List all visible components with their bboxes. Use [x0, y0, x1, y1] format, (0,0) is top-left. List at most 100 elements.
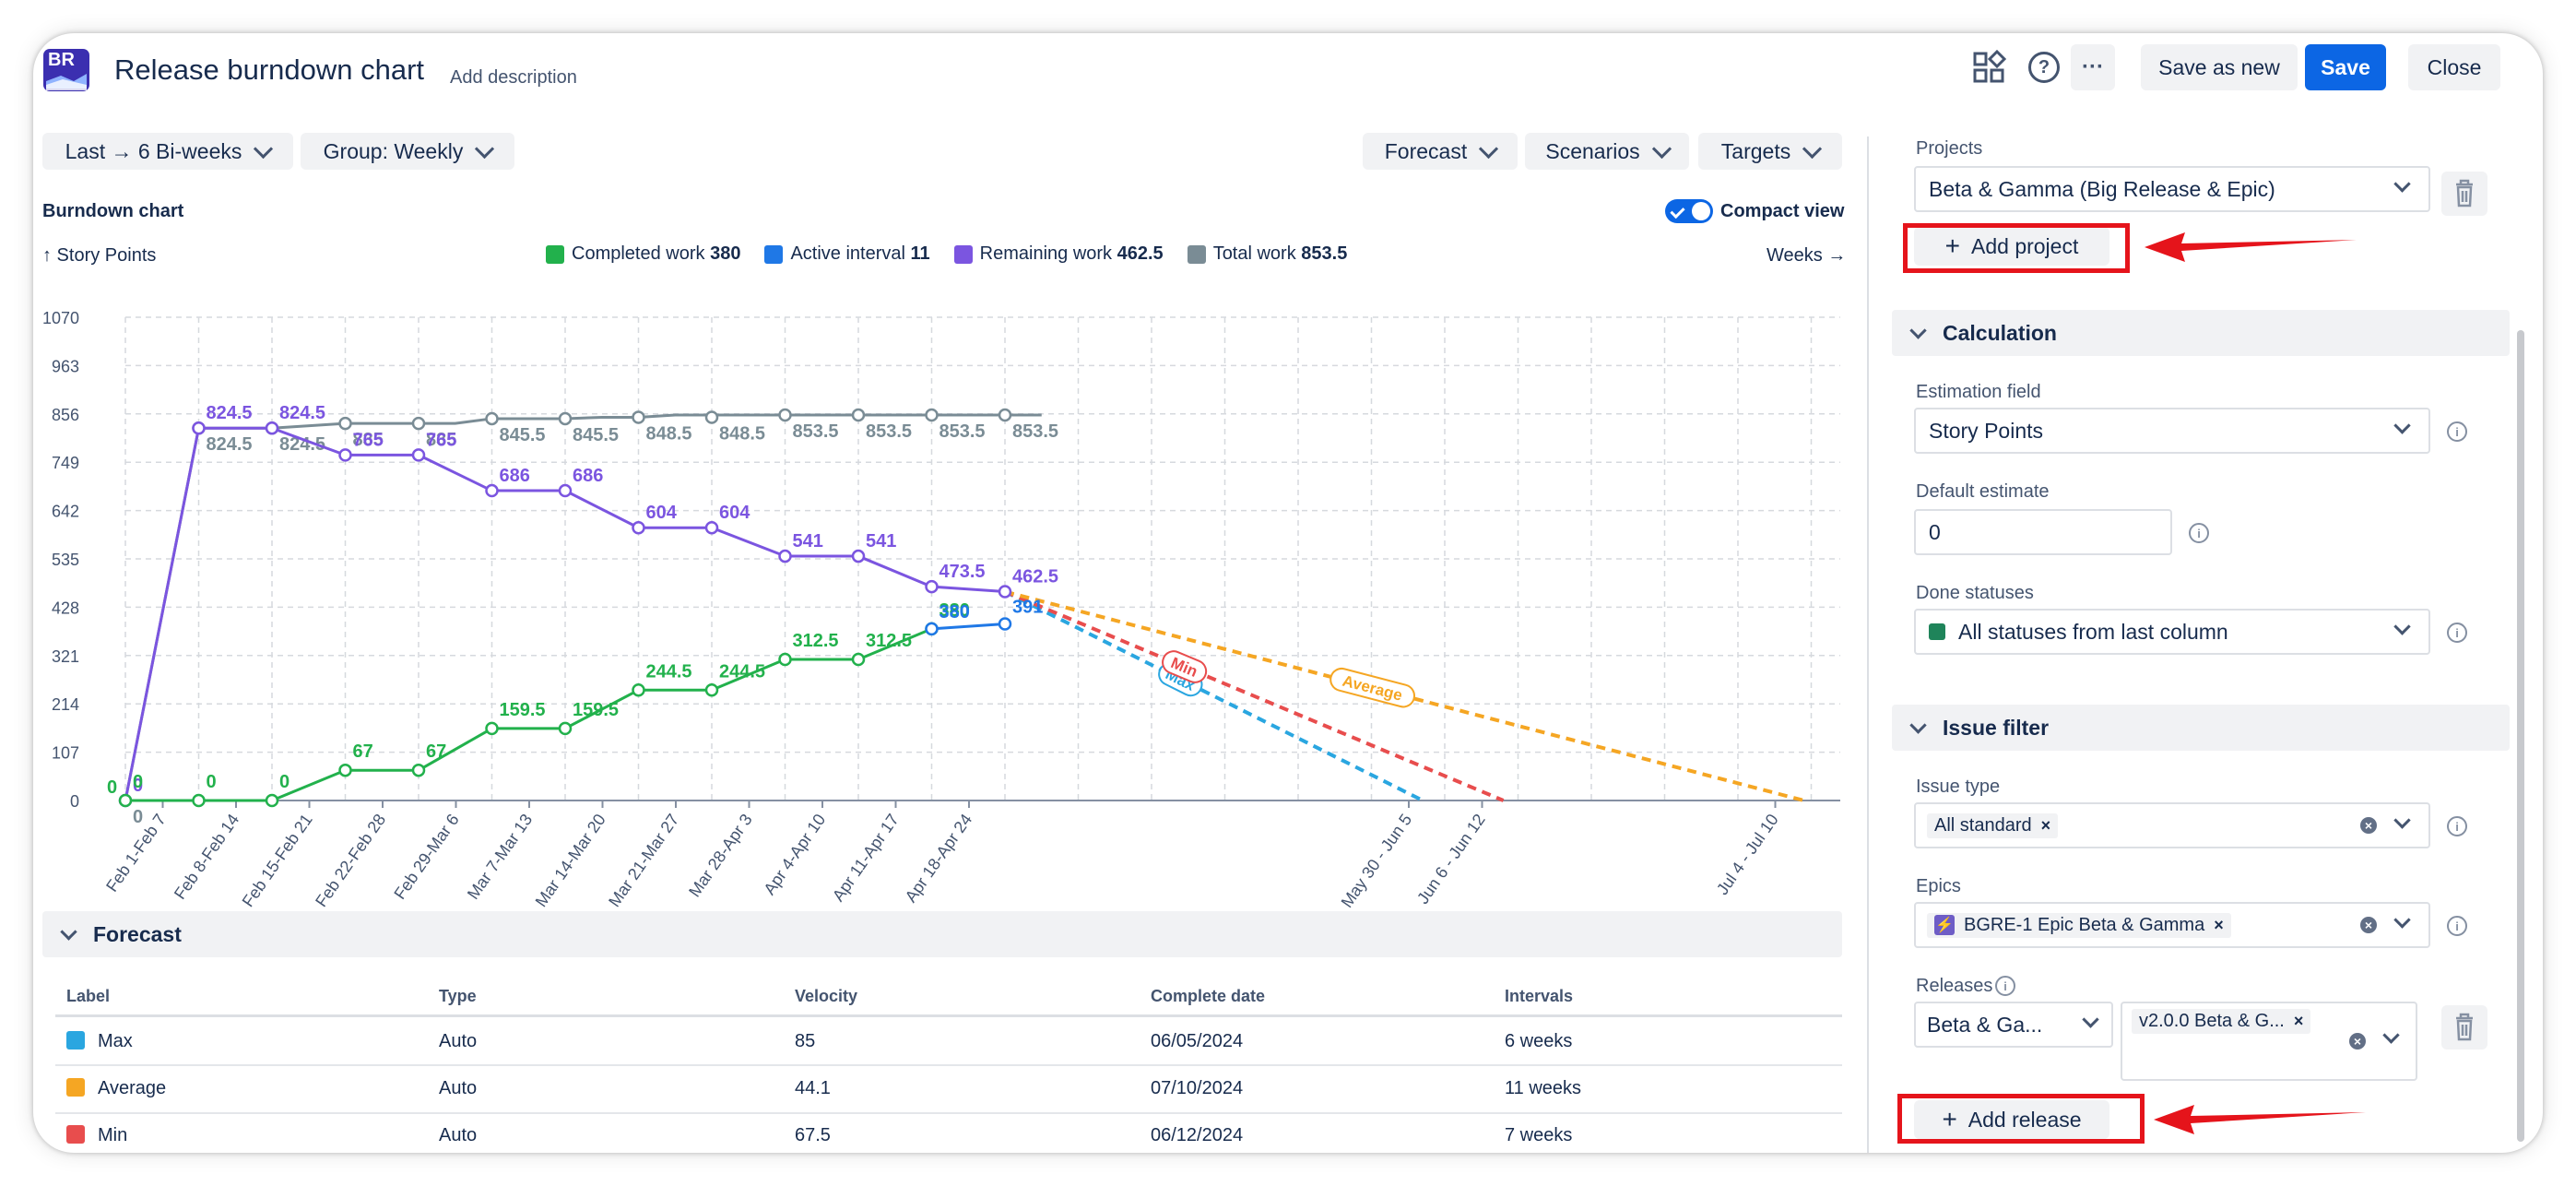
clear-icon[interactable]: ×	[2360, 917, 2377, 933]
data-point-total-work	[558, 411, 573, 426]
chevron-down-icon	[2393, 812, 2411, 829]
targets-dropdown[interactable]: Targets	[1698, 133, 1842, 170]
row-velocity: 85	[795, 1031, 816, 1051]
data-point-total-work	[704, 410, 719, 424]
row-date: 06/12/2024	[1151, 1125, 1244, 1145]
clear-glyph: ×	[2364, 818, 2373, 833]
page-title: Release burndown chart	[114, 53, 425, 86]
issue-filter-section-header[interactable]: Issue filter	[1892, 705, 2510, 751]
row-color-swatch	[66, 1078, 85, 1097]
project-select[interactable]: Beta & Gamma (Big Release & Epic)	[1914, 166, 2430, 212]
epics-select[interactable]: ⚡ BGRE-1 Epic Beta & Gamma × ×	[1914, 902, 2430, 948]
dashboard-icon[interactable]	[1969, 48, 2010, 89]
data-point-total-work	[851, 408, 866, 422]
legend-swatch	[546, 244, 564, 264]
more-actions-button[interactable]: ···	[2071, 44, 2115, 90]
help-icon[interactable]: ?	[2028, 52, 2060, 83]
release-project-select[interactable]: Beta & Ga...	[1914, 1002, 2113, 1048]
done-statuses-label: Done statuses	[1916, 583, 2034, 603]
col-header-label: Label	[66, 987, 111, 1005]
save-button[interactable]: Save	[2305, 44, 2386, 90]
legend-item-total[interactable]: Total work 853.5	[1187, 243, 1347, 265]
row-label: Min	[98, 1125, 128, 1145]
add-release-button[interactable]: + Add release	[1914, 1100, 2109, 1139]
plus-icon: +	[1944, 231, 1960, 260]
data-label-completed-work: 0	[279, 772, 290, 792]
panel-scrollbar[interactable]	[2517, 330, 2524, 1142]
info-icon[interactable]: i	[1995, 976, 2015, 996]
default-estimate-input[interactable]: 0	[1914, 509, 2172, 555]
add-description-link[interactable]: Add description	[450, 67, 577, 88]
data-point-completed-work	[338, 763, 352, 777]
data-point-total-work	[925, 408, 939, 422]
series-line-active-interval	[931, 623, 1006, 631]
remove-project-button[interactable]	[2441, 172, 2487, 216]
help-glyph: ?	[2038, 56, 2050, 77]
panel-divider	[1867, 136, 1869, 1153]
calculation-title: Calculation	[1943, 320, 2057, 345]
table-row[interactable]	[55, 1066, 1842, 1114]
row-velocity: 44.1	[795, 1078, 831, 1098]
forecast-section-header[interactable]: Forecast	[42, 911, 1842, 957]
app-logo: BR	[42, 48, 90, 92]
scenarios-dropdown[interactable]: Scenarios	[1525, 133, 1689, 170]
info-glyph: i	[2455, 625, 2459, 640]
y-tick-label: 0	[70, 792, 79, 811]
forecast-badge-min: Min	[1162, 650, 1208, 683]
data-label-total-work: 835	[353, 430, 384, 450]
save-as-new-button[interactable]: Save as new	[2141, 44, 2298, 90]
epic-lightning-icon: ⚡	[1934, 915, 1955, 935]
date-range-dropdown[interactable]: Last → 6 Bi-weeks	[42, 133, 293, 170]
legend-value: 462.5	[1117, 243, 1164, 264]
legend-item-completed[interactable]: Completed work 380	[546, 243, 740, 265]
remove-tag-icon[interactable]: ×	[2214, 915, 2224, 934]
info-icon[interactable]: i	[2189, 523, 2209, 543]
row-color-swatch	[66, 1031, 85, 1050]
compact-view-toggle[interactable]	[1665, 199, 1713, 223]
chevron-down-icon	[1802, 138, 1823, 159]
data-label-remaining-work: 541	[793, 531, 823, 551]
issue-type-tag: All standard ×	[1927, 812, 2059, 838]
info-glyph: i	[2455, 819, 2459, 834]
clear-icon[interactable]: ×	[2349, 1033, 2366, 1050]
data-point-completed-work	[265, 793, 279, 808]
info-icon[interactable]: i	[2447, 421, 2467, 442]
releases-label: Releases	[1916, 976, 1993, 996]
estimation-value: Story Points	[1929, 418, 2043, 443]
data-point-remaining-work	[704, 520, 719, 535]
chevron-down-icon	[2082, 1011, 2099, 1028]
legend: Completed work 380 Active interval 11 Re…	[546, 243, 1347, 265]
estimation-field-select[interactable]: Story Points	[1914, 408, 2430, 454]
clear-icon[interactable]: ×	[2360, 817, 2377, 834]
add-project-button[interactable]: + Add project	[1914, 227, 2109, 266]
data-point-active-interval	[998, 617, 1012, 631]
x-tick-label: Feb 29-Mar 6	[390, 811, 462, 903]
x-tick-label: Apr 11-Apr 17	[829, 811, 903, 905]
remove-tag-icon[interactable]: ×	[2293, 1012, 2304, 1030]
remove-release-button[interactable]	[2441, 1005, 2487, 1050]
remove-tag-icon[interactable]: ×	[2040, 815, 2051, 835]
release-version-select[interactable]: v2.0.0 Beta & G... × ×	[2121, 1002, 2417, 1081]
add-project-label: Add project	[1971, 233, 2079, 258]
forecast-dropdown[interactable]: Forecast	[1363, 133, 1518, 170]
data-label-completed-work: 0	[133, 772, 143, 792]
issue-type-label: Issue type	[1916, 777, 2001, 797]
calculation-section-header[interactable]: Calculation	[1892, 310, 2510, 356]
data-label-total-work: 824.5	[279, 434, 325, 455]
table-row[interactable]	[55, 1018, 1842, 1066]
issue-type-select[interactable]: All standard × ×	[1914, 802, 2430, 848]
data-point-completed-work	[192, 793, 206, 808]
close-button[interactable]: Close	[2408, 44, 2500, 90]
info-icon[interactable]: i	[2447, 816, 2467, 836]
data-point-remaining-work	[778, 549, 792, 563]
info-icon[interactable]: i	[2447, 623, 2467, 643]
legend-item-remaining[interactable]: Remaining work 462.5	[953, 243, 1164, 265]
data-point-remaining-work	[632, 520, 645, 535]
data-point-completed-work	[118, 793, 133, 808]
legend-item-active[interactable]: Active interval 11	[764, 243, 930, 265]
info-icon[interactable]: i	[2447, 916, 2467, 936]
group-dropdown[interactable]: Group: Weekly	[301, 133, 514, 170]
chevron-down-icon	[475, 138, 495, 159]
done-statuses-select[interactable]: All statuses from last column	[1914, 609, 2430, 655]
data-label-completed-work: 0	[207, 772, 217, 792]
